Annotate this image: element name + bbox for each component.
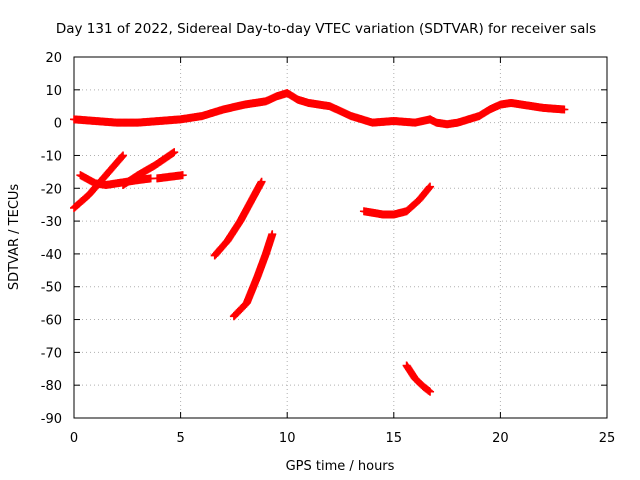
series-1 (70, 89, 435, 127)
series-8 (426, 98, 569, 129)
data-point (426, 182, 435, 191)
y-axis-label: SDTVAR / TECUs (7, 184, 22, 291)
y-tick-label: -90 (41, 412, 62, 427)
data-point (178, 171, 187, 180)
plot-frame (73, 56, 608, 419)
series-10 (402, 361, 435, 396)
data-markers (70, 89, 569, 396)
y-tick-label: -60 (41, 314, 62, 329)
x-tick-label: 20 (492, 431, 509, 446)
y-tick-label: 20 (45, 51, 62, 66)
series-3 (70, 151, 128, 212)
data-point (257, 177, 266, 186)
series-7 (229, 230, 277, 321)
grid-lines (74, 57, 607, 418)
series-4 (119, 148, 179, 189)
y-tick-label: -80 (41, 379, 62, 394)
x-axis-label: GPS time / hours (286, 459, 395, 474)
data-point (268, 230, 277, 239)
data-point (119, 151, 128, 160)
y-tick-label: -40 (41, 248, 62, 263)
x-tick-label: 0 (70, 431, 78, 446)
y-tick-label: -30 (41, 215, 62, 230)
y-tick-label: -20 (41, 182, 62, 197)
y-tick-label: -50 (41, 281, 62, 296)
series-9 (359, 182, 435, 219)
x-tick-label: 10 (279, 431, 296, 446)
x-tick-label: 5 (176, 431, 184, 446)
data-point (426, 387, 435, 396)
chart-title: Day 131 of 2022, Sidereal Day-to-day VTE… (56, 21, 596, 37)
y-tick-label: -70 (41, 346, 62, 361)
x-tick-label: 25 (599, 431, 616, 446)
y-axis-ticks: 20 10 0 -10 -20 -30 -40 -50 -60 -70 -80 -90 (41, 51, 607, 427)
series-6 (210, 177, 266, 260)
data-point (560, 105, 569, 114)
y-tick-label: 0 (54, 117, 62, 132)
y-tick-label: 10 (45, 84, 62, 99)
x-tick-label: 15 (386, 431, 403, 446)
data-point (170, 148, 179, 157)
x-axis-ticks: 0 5 10 15 20 25 (70, 57, 615, 446)
series-5 (153, 171, 187, 183)
y-tick-label: -10 (41, 149, 62, 164)
